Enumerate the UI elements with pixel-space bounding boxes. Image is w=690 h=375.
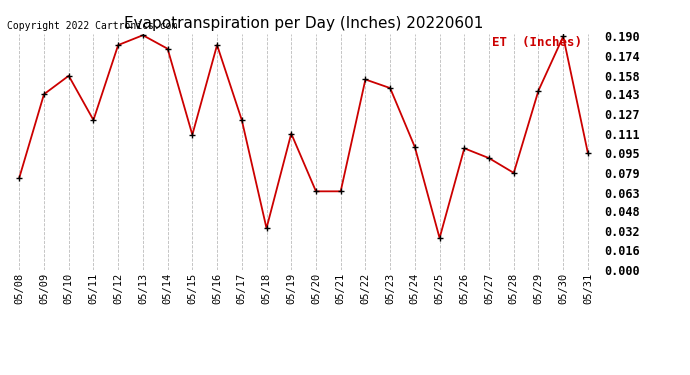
Title: Evapotranspiration per Day (Inches) 20220601: Evapotranspiration per Day (Inches) 2022… [124, 16, 483, 31]
Text: Copyright 2022 Cartronics.com: Copyright 2022 Cartronics.com [7, 21, 177, 32]
Text: ET  (Inches): ET (Inches) [493, 36, 582, 49]
